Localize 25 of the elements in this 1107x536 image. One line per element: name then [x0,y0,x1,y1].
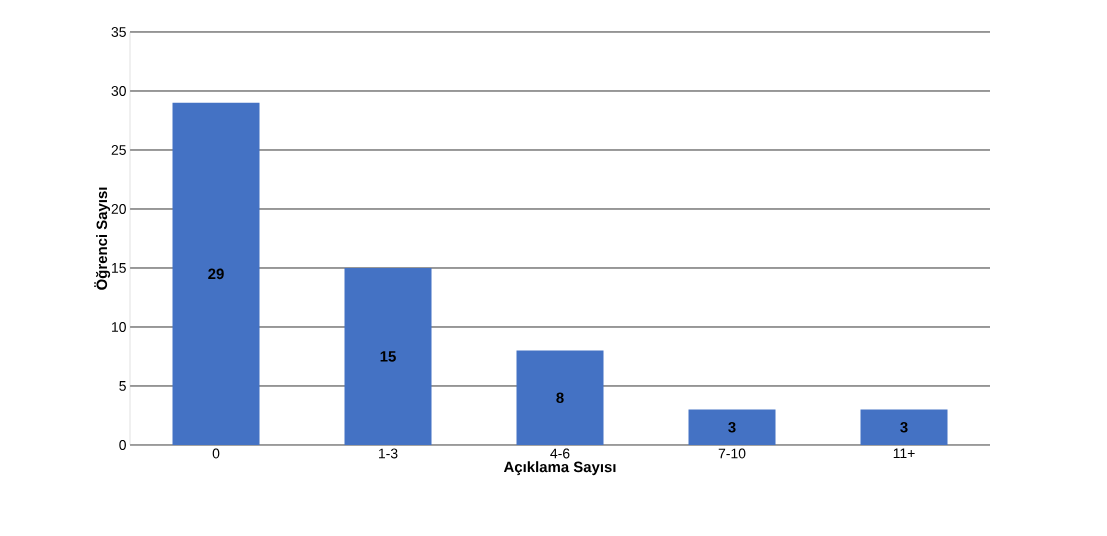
y-tick-label: 0 [119,440,126,450]
bar [860,409,948,445]
x-axis-title: Açıklama Sayısı [503,461,616,476]
x-tick-label: 0 [212,448,220,459]
data-label: 29 [208,268,224,280]
data-label: 8 [556,392,564,404]
y-tick-label: 15 [112,263,126,273]
bar [344,267,432,445]
bar [172,102,260,445]
x-tick-label: 4-6 [550,448,570,459]
y-axis-title: Öğrenci Sayısı [94,187,111,290]
bar [688,409,776,445]
y-tick-label: 25 [111,145,126,155]
y-tick-label: 10 [112,322,126,332]
data-label: 3 [728,421,736,433]
data-label: 3 [900,421,908,433]
x-tick-label: 11+ [893,448,915,459]
y-tick-label: 20 [111,204,126,214]
y-tick-label: 35 [111,27,126,37]
data-label: 15 [380,351,396,362]
y-tick-label: 5 [119,381,126,391]
bar [516,350,604,445]
x-tick-label: 7-10 [718,448,746,459]
x-tick-label: 1-3 [378,448,398,459]
y-tick-label: 30 [111,86,126,96]
